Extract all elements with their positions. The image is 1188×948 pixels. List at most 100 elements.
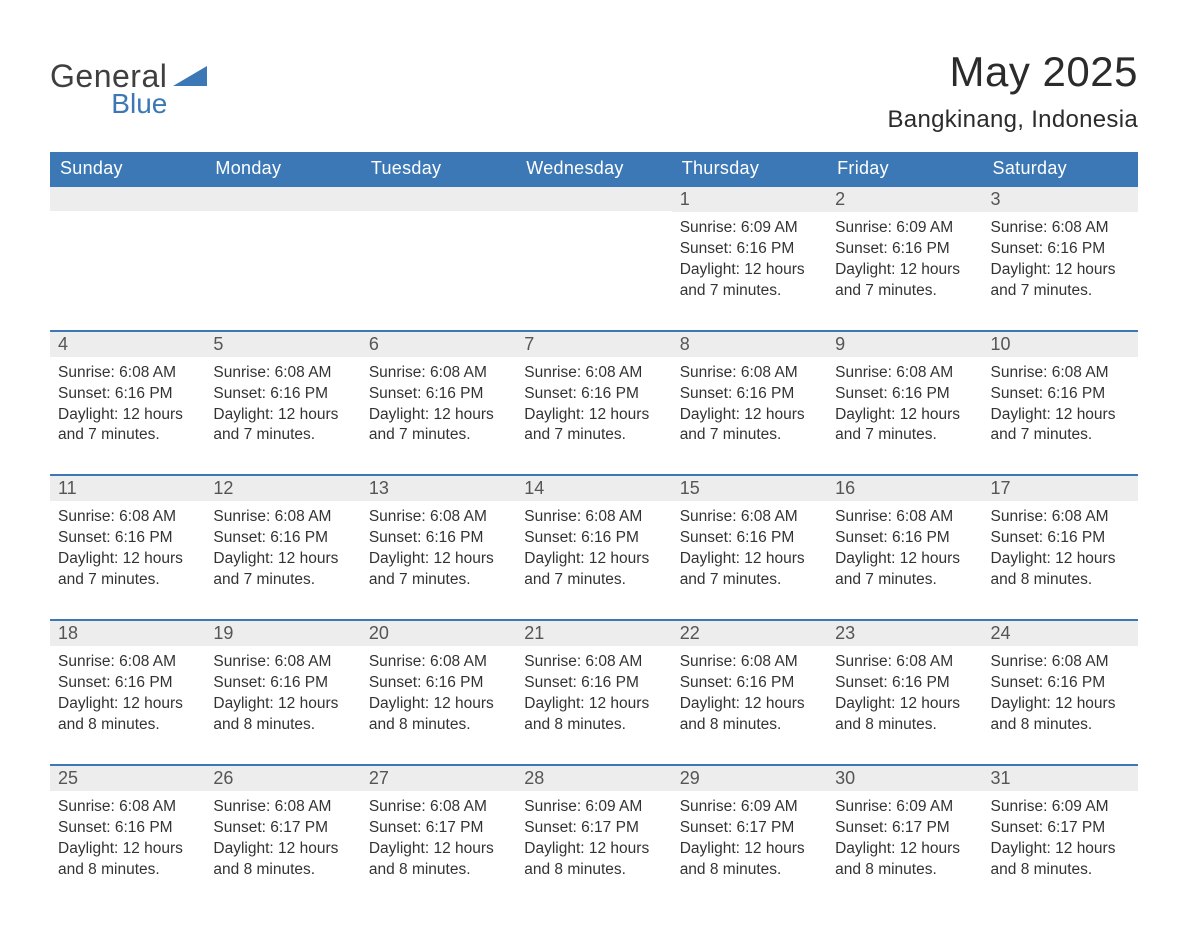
day-cell: 23 Sunrise: 6:08 AMSunset: 6:16 PMDayligh… [827, 619, 982, 764]
day-number-bar: 9 [827, 330, 982, 357]
sunrise-line: Sunrise: 6:09 AM [835, 797, 974, 818]
day-details: Sunrise: 6:08 AMSunset: 6:16 PMDaylight:… [213, 361, 352, 447]
daylight-line: Daylight: 12 hours and 7 minutes. [835, 405, 974, 447]
weekday-header-row: Sunday Monday Tuesday Wednesday Thursday… [50, 152, 1138, 185]
title-block: May 2025 Bangkinang, Indonesia [888, 48, 1139, 148]
day-number-bar: 22 [672, 619, 827, 646]
daylight-line: Daylight: 12 hours and 7 minutes. [835, 260, 974, 302]
day-number-bar: 10 [983, 330, 1138, 357]
sunset-line: Sunset: 6:16 PM [680, 384, 819, 405]
sunrise-line: Sunrise: 6:08 AM [213, 797, 352, 818]
header-row: General Blue May 2025 Bangkinang, Indone… [50, 48, 1138, 148]
location-subtitle: Bangkinang, Indonesia [888, 106, 1139, 134]
day-number-bar: 7 [516, 330, 671, 357]
day-number: 16 [835, 478, 855, 498]
day-number: 17 [991, 478, 1011, 498]
day-details: Sunrise: 6:08 AMSunset: 6:16 PMDaylight:… [680, 361, 819, 447]
day-number: 2 [835, 189, 845, 209]
day-details: Sunrise: 6:08 AMSunset: 6:16 PMDaylight:… [680, 505, 819, 591]
day-number: 26 [213, 768, 233, 788]
daylight-line: Daylight: 12 hours and 7 minutes. [680, 405, 819, 447]
daylight-line: Daylight: 12 hours and 7 minutes. [213, 549, 352, 591]
day-cell [205, 185, 360, 330]
col-thursday: Thursday [672, 152, 827, 185]
day-number: 19 [213, 623, 233, 643]
daylight-line: Daylight: 12 hours and 7 minutes. [213, 405, 352, 447]
daylight-line: Daylight: 12 hours and 8 minutes. [524, 694, 663, 736]
day-cell: 2 Sunrise: 6:09 AMSunset: 6:16 PMDaylight… [827, 185, 982, 330]
sunset-line: Sunset: 6:16 PM [991, 239, 1130, 260]
day-cell: 26Sunrise: 6:08 AMSunset: 6:17 PMDayligh… [205, 764, 360, 909]
day-number-bar: 17 [983, 474, 1138, 501]
sunset-line: Sunset: 6:16 PM [213, 673, 352, 694]
day-details: Sunrise: 6:08 AMSunset: 6:16 PMDaylight:… [680, 650, 819, 736]
day-number-bar: 14 [516, 474, 671, 501]
day-number: 7 [524, 334, 534, 354]
sunset-line: Sunset: 6:16 PM [835, 528, 974, 549]
day-cell: 19Sunrise: 6:08 AMSunset: 6:16 PMDayligh… [205, 619, 360, 764]
day-number-bar: 6 [361, 330, 516, 357]
daylight-line: Daylight: 12 hours and 8 minutes. [369, 694, 508, 736]
day-cell [50, 185, 205, 330]
sunset-line: Sunset: 6:16 PM [58, 818, 197, 839]
day-details: Sunrise: 6:08 AMSunset: 6:16 PMDaylight:… [58, 650, 197, 736]
sunrise-line: Sunrise: 6:08 AM [524, 652, 663, 673]
sunset-line: Sunset: 6:16 PM [835, 673, 974, 694]
daylight-line: Daylight: 12 hours and 8 minutes. [58, 839, 197, 881]
sunrise-line: Sunrise: 6:08 AM [524, 507, 663, 528]
day-number: 25 [58, 768, 78, 788]
day-number-bar: 31 [983, 764, 1138, 791]
day-number-bar [516, 185, 671, 211]
day-number: 11 [58, 478, 77, 498]
sunrise-line: Sunrise: 6:08 AM [680, 652, 819, 673]
daylight-line: Daylight: 12 hours and 8 minutes. [991, 694, 1130, 736]
day-number: 18 [58, 623, 78, 643]
sunset-line: Sunset: 6:16 PM [991, 384, 1130, 405]
day-cell: 31 Sunrise: 6:09 AMSunset: 6:17 PMDayligh… [983, 764, 1138, 909]
day-number-bar: 12 [205, 474, 360, 501]
day-details: Sunrise: 6:08 AMSunset: 6:16 PMDaylight:… [835, 650, 974, 736]
day-details: Sunrise: 6:08 AMSunset: 6:16 PMDaylight:… [524, 650, 663, 736]
sunrise-line: Sunrise: 6:08 AM [835, 652, 974, 673]
day-details: Sunrise: 6:08 AMSunset: 6:16 PMDaylight:… [524, 505, 663, 591]
sunset-line: Sunset: 6:16 PM [369, 673, 508, 694]
sunrise-line: Sunrise: 6:08 AM [213, 652, 352, 673]
day-details: Sunrise: 6:09 AMSunset: 6:17 PMDaylight:… [991, 795, 1130, 881]
day-number-bar: 23 [827, 619, 982, 646]
daylight-line: Daylight: 12 hours and 8 minutes. [835, 839, 974, 881]
daylight-line: Daylight: 12 hours and 7 minutes. [369, 405, 508, 447]
day-details: Sunrise: 6:08 AMSunset: 6:16 PMDaylight:… [369, 650, 508, 736]
day-number-bar: 19 [205, 619, 360, 646]
sunrise-line: Sunrise: 6:08 AM [835, 507, 974, 528]
daylight-line: Daylight: 12 hours and 8 minutes. [991, 839, 1130, 881]
day-cell: 1Sunrise: 6:09 AMSunset: 6:16 PMDaylight… [672, 185, 827, 330]
day-details: Sunrise: 6:09 AMSunset: 6:16 PMDaylight:… [835, 216, 974, 302]
week-row: 25Sunrise: 6:08 AMSunset: 6:16 PMDayligh… [50, 764, 1138, 909]
sunset-line: Sunset: 6:17 PM [369, 818, 508, 839]
daylight-line: Daylight: 12 hours and 7 minutes. [58, 405, 197, 447]
week-row: 11Sunrise: 6:08 AMSunset: 6:16 PMDayligh… [50, 474, 1138, 619]
daylight-line: Daylight: 12 hours and 8 minutes. [680, 839, 819, 881]
daylight-line: Daylight: 12 hours and 7 minutes. [991, 260, 1130, 302]
day-number-bar: 18 [50, 619, 205, 646]
day-cell [516, 185, 671, 330]
daylight-line: Daylight: 12 hours and 8 minutes. [524, 839, 663, 881]
sunrise-line: Sunrise: 6:08 AM [58, 507, 197, 528]
day-cell: 16Sunrise: 6:08 AMSunset: 6:16 PMDayligh… [827, 474, 982, 619]
sunrise-line: Sunrise: 6:09 AM [835, 218, 974, 239]
week-row: 1Sunrise: 6:09 AMSunset: 6:16 PMDaylight… [50, 185, 1138, 330]
day-cell: 21Sunrise: 6:08 AMSunset: 6:16 PMDayligh… [516, 619, 671, 764]
sunrise-line: Sunrise: 6:08 AM [835, 363, 974, 384]
day-number-bar: 28 [516, 764, 671, 791]
day-cell: 22 Sunrise: 6:08 AMSunset: 6:16 PMDayligh… [672, 619, 827, 764]
sunrise-line: Sunrise: 6:09 AM [680, 218, 819, 239]
day-number: 5 [213, 334, 223, 354]
daylight-line: Daylight: 12 hours and 8 minutes. [213, 839, 352, 881]
day-number-bar: 8 [672, 330, 827, 357]
day-number: 10 [991, 334, 1011, 354]
sunset-line: Sunset: 6:16 PM [213, 528, 352, 549]
sunrise-line: Sunrise: 6:08 AM [58, 652, 197, 673]
day-details: Sunrise: 6:08 AMSunset: 6:16 PMDaylight:… [369, 361, 508, 447]
day-number: 22 [680, 623, 700, 643]
sunset-line: Sunset: 6:16 PM [524, 528, 663, 549]
